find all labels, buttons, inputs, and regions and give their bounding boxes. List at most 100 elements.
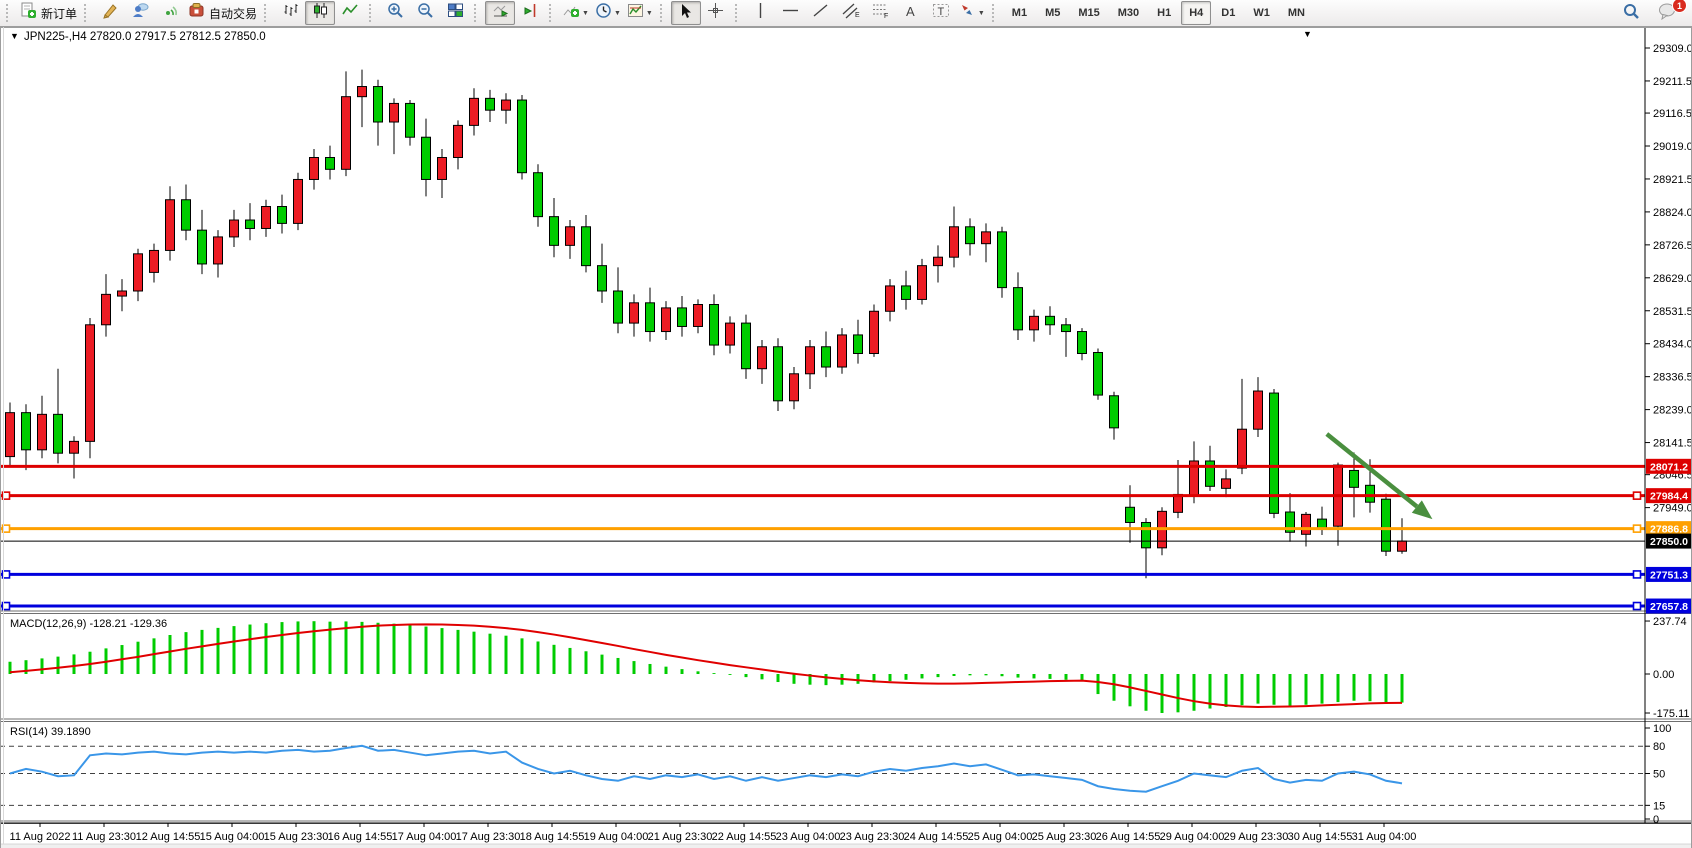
text-label-icon: T <box>932 2 950 24</box>
svg-text:0.00: 0.00 <box>1653 669 1674 681</box>
notification-badge: 1 <box>1672 0 1687 13</box>
svg-text:A: A <box>906 4 915 19</box>
vertical-line-icon <box>754 2 767 24</box>
crosshair-button[interactable] <box>701 1 731 25</box>
svg-text:29 Aug 23:30: 29 Aug 23:30 <box>1224 831 1289 843</box>
svg-text:23 Aug 23:30: 23 Aug 23:30 <box>840 831 905 843</box>
svg-text:50: 50 <box>1653 769 1665 781</box>
svg-text:28141.5: 28141.5 <box>1653 438 1692 450</box>
crosshair-icon <box>707 2 724 24</box>
periods-button[interactable]: ▼ <box>592 1 624 25</box>
templates-button[interactable]: ▼ <box>624 1 656 25</box>
community-button[interactable] <box>125 1 155 25</box>
svg-text:19 Aug 04:00: 19 Aug 04:00 <box>584 831 649 843</box>
cursor-button[interactable] <box>670 1 701 25</box>
svg-text:15 Aug 23:30: 15 Aug 23:30 <box>264 831 329 843</box>
svg-text:11 Aug 23:30: 11 Aug 23:30 <box>72 831 136 843</box>
svg-text:25 Aug 23:30: 25 Aug 23:30 <box>1032 831 1097 843</box>
svg-text:17 Aug 04:00: 17 Aug 04:00 <box>392 831 457 843</box>
timeframe-button-MN[interactable]: MN <box>1287 7 1305 19</box>
chat-icon <box>1658 2 1677 25</box>
candlestick-chart-button[interactable] <box>305 1 336 25</box>
svg-text:28434.0: 28434.0 <box>1653 339 1692 351</box>
auto-scroll-button[interactable] <box>485 1 516 25</box>
timeframe-button-H1[interactable]: H1 <box>1157 7 1172 19</box>
autotrading-button[interactable]: 自动交易 <box>185 1 260 25</box>
search-button[interactable] <box>1616 1 1646 25</box>
vertical-line-button[interactable] <box>746 1 776 25</box>
svg-text:29 Aug 04:00: 29 Aug 04:00 <box>1160 831 1225 843</box>
autotrading-label: 自动交易 <box>209 6 258 21</box>
auto-scroll-icon <box>492 2 509 24</box>
periods-icon <box>595 2 612 24</box>
zoom-out-button[interactable] <box>410 1 440 25</box>
chart-shift-button[interactable] <box>515 1 545 25</box>
zoom-out-icon <box>417 2 434 24</box>
svg-text:28239.0: 28239.0 <box>1653 405 1692 417</box>
text-button[interactable]: A <box>896 1 926 25</box>
signals-button[interactable] <box>155 1 185 25</box>
tile-windows-icon <box>447 2 464 24</box>
equidistant-channel-button[interactable]: E <box>836 1 866 25</box>
timeframe-button-M1[interactable]: M1 <box>1011 7 1028 19</box>
search-icon <box>1622 2 1640 25</box>
svg-text:E: E <box>855 12 860 19</box>
horizontal-line-icon <box>782 4 799 22</box>
svg-text:30 Aug 14:55: 30 Aug 14:55 <box>1288 831 1353 843</box>
new-order-icon <box>20 2 37 24</box>
svg-text:15: 15 <box>1653 800 1665 812</box>
zoom-in-button[interactable] <box>380 1 410 25</box>
timeframe-button-D1[interactable]: D1 <box>1221 7 1236 19</box>
toolbar: 新订单 自动交易 <box>0 0 1692 27</box>
line-chart-button[interactable] <box>335 1 365 25</box>
svg-text:24 Aug 14:55: 24 Aug 14:55 <box>904 831 969 843</box>
new-order-button[interactable]: 新订单 <box>17 1 80 25</box>
chevron-down-icon: ▼ <box>977 9 985 17</box>
chevron-down-icon: ▼ <box>582 9 589 17</box>
bar-chart-button[interactable] <box>275 1 305 25</box>
svg-text:25 Aug 04:00: 25 Aug 04:00 <box>968 831 1033 843</box>
svg-text:80: 80 <box>1653 741 1665 753</box>
svg-text:0: 0 <box>1653 814 1659 826</box>
svg-text:27751.3: 27751.3 <box>1650 569 1688 581</box>
svg-text:17 Aug 23:30: 17 Aug 23:30 <box>456 831 521 843</box>
arrows-icon <box>959 2 976 24</box>
equidistant-channel-icon: E <box>842 2 860 24</box>
trendline-button[interactable] <box>806 1 836 25</box>
text-label-button[interactable]: T <box>926 1 956 25</box>
svg-text:21 Aug 23:30: 21 Aug 23:30 <box>648 831 713 843</box>
timeframe-button-W1[interactable]: W1 <box>1253 7 1270 19</box>
price-chart[interactable]: MACD(12,26,9) -128.21 -129.36 RSI(14) 39.… <box>0 27 1692 848</box>
arrows-button[interactable]: ▼ <box>956 1 988 25</box>
crayon-button[interactable] <box>95 1 125 25</box>
timeframe-button-M5[interactable]: M5 <box>1045 7 1061 19</box>
svg-text:237.74: 237.74 <box>1653 616 1687 628</box>
timeframe-button-M30[interactable]: M30 <box>1117 7 1140 19</box>
svg-text:18 Aug 14:55: 18 Aug 14:55 <box>520 831 585 843</box>
svg-text:F: F <box>884 13 888 19</box>
line-chart-icon <box>341 2 359 24</box>
svg-text:28921.5: 28921.5 <box>1653 174 1692 186</box>
timeframe-button-H4[interactable]: H4 <box>1181 1 1212 25</box>
fibonacci-button[interactable]: F <box>866 1 896 25</box>
tile-windows-button[interactable] <box>440 1 470 25</box>
community-icon <box>131 2 149 24</box>
svg-text:27657.8: 27657.8 <box>1650 601 1688 613</box>
chart-shift-icon <box>522 2 539 24</box>
svg-text:T: T <box>937 6 944 18</box>
svg-text:100: 100 <box>1653 723 1671 735</box>
timeframe-button-M15[interactable]: M15 <box>1078 7 1100 19</box>
svg-text:29309.0: 29309.0 <box>1653 43 1692 55</box>
chat-button[interactable]: 1 <box>1652 0 1687 25</box>
svg-text:23 Aug 04:00: 23 Aug 04:00 <box>776 831 841 843</box>
new-order-label: 新订单 <box>41 6 78 21</box>
indicators-button[interactable]: ▼ <box>560 1 592 25</box>
horizontal-line-button[interactable] <box>776 1 806 25</box>
svg-text:29019.0: 29019.0 <box>1653 141 1692 153</box>
svg-text:28726.5: 28726.5 <box>1653 240 1692 252</box>
svg-text:15 Aug 04:00: 15 Aug 04:00 <box>200 831 265 843</box>
svg-text:27984.4: 27984.4 <box>1650 491 1688 503</box>
svg-text:28531.5: 28531.5 <box>1653 306 1692 318</box>
svg-text:MACD(12,26,9) -128.21 -129.36: MACD(12,26,9) -128.21 -129.36 <box>10 618 167 630</box>
svg-text:29211.5: 29211.5 <box>1653 76 1692 88</box>
